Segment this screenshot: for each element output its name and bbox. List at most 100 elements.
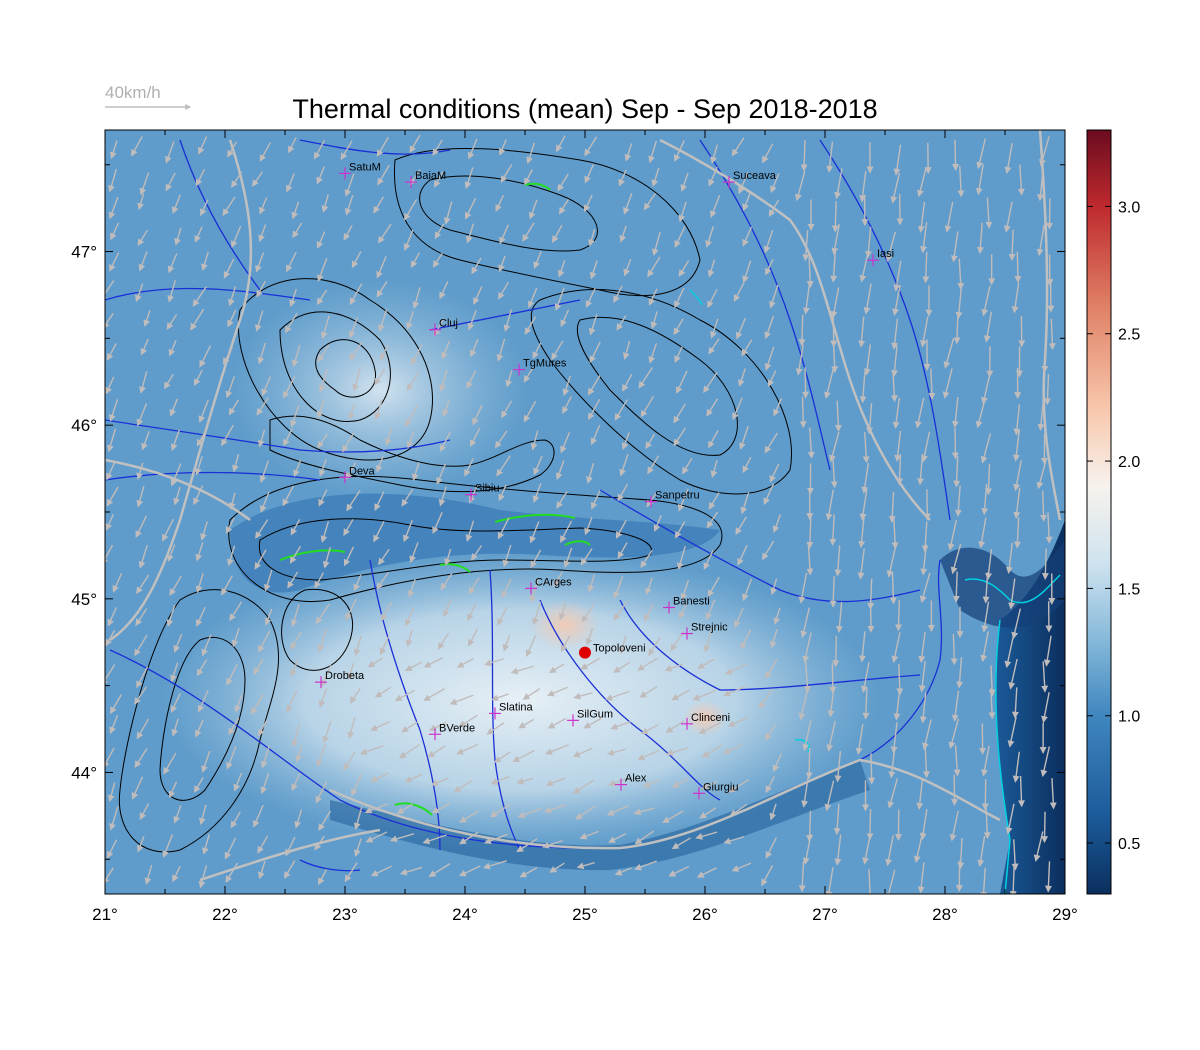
wind-arrow xyxy=(459,831,479,845)
wind-arrow xyxy=(263,569,273,592)
wind-arrow xyxy=(928,368,936,400)
wind-arrow xyxy=(886,546,897,578)
wind-arrow xyxy=(232,453,240,473)
wind-arrow xyxy=(893,689,901,721)
wind-arrow xyxy=(795,170,806,202)
topoloveni-label: Topoloveni xyxy=(593,643,646,655)
city-label: Slatina xyxy=(499,701,534,713)
wind-arrow xyxy=(913,832,924,864)
wind-arrow xyxy=(834,168,843,200)
wind-arrow xyxy=(824,368,835,400)
wind-arrow xyxy=(1043,635,1052,667)
wind-arrow xyxy=(136,836,145,853)
wind-arrow xyxy=(317,628,327,653)
wind-arrow xyxy=(985,463,993,496)
wind-arrow xyxy=(317,433,328,449)
wind-arrow xyxy=(345,462,357,480)
wind-arrow xyxy=(342,432,355,453)
wind-arrow xyxy=(170,662,179,683)
wind-arrow xyxy=(888,747,896,779)
wind-arrow xyxy=(545,777,566,787)
wind-arrow xyxy=(168,781,178,799)
wind-arrow xyxy=(862,833,871,865)
wind-arrow xyxy=(423,656,443,668)
wind-arrow xyxy=(496,338,506,362)
wind-arrow xyxy=(861,462,870,494)
wind-arrow xyxy=(227,545,236,567)
wind-arrow xyxy=(682,457,693,475)
wind-arrow xyxy=(633,807,655,816)
wind-arrow xyxy=(742,456,752,474)
wind-arrow xyxy=(1013,404,1021,436)
wind-arrow xyxy=(572,779,595,794)
wind-arrow xyxy=(110,694,122,715)
wind-arrow xyxy=(196,659,208,677)
wind-arrow xyxy=(251,171,264,187)
wind-arrow xyxy=(680,172,689,192)
wind-arrow xyxy=(1005,542,1013,574)
wind-arrow xyxy=(438,486,447,507)
lon-tick-label: 24° xyxy=(452,905,478,924)
wind-arrow xyxy=(1049,778,1057,810)
wind-arrow xyxy=(401,721,419,733)
wind-arrow xyxy=(709,194,721,218)
wind-arrow xyxy=(110,222,120,241)
wind-arrow xyxy=(547,717,567,729)
wind-arrow xyxy=(558,603,566,621)
wind-arrow xyxy=(562,396,572,414)
wind-arrow xyxy=(484,658,504,667)
wind-arrow xyxy=(805,748,813,780)
colorbar-tick-label: 0.5 xyxy=(1118,836,1140,853)
wind-arrow xyxy=(444,548,452,566)
wind-arrow xyxy=(859,489,868,521)
wind-arrow xyxy=(322,546,331,569)
wind-arrow xyxy=(891,632,901,663)
wind-arrow xyxy=(742,260,752,284)
wind-arrow xyxy=(532,483,542,503)
city-marker: CArges xyxy=(525,576,572,595)
city-marker: Strejnic xyxy=(681,622,728,640)
wind-arrow xyxy=(1011,839,1019,871)
wind-arrow xyxy=(725,663,748,675)
wind-arrow xyxy=(443,598,452,618)
wind-arrow xyxy=(552,224,563,243)
wind-arrow xyxy=(498,255,506,273)
wind-arrow xyxy=(680,579,690,601)
wind-arrow xyxy=(320,315,330,340)
wind-arrow xyxy=(134,634,148,657)
wind-arrow xyxy=(353,838,362,857)
wind-arrow xyxy=(801,776,809,808)
wind-arrow xyxy=(196,426,209,447)
wind-arrow xyxy=(136,485,145,508)
wind-arrow xyxy=(707,259,716,278)
wind-arrow xyxy=(469,339,479,358)
wind-arrow xyxy=(440,572,453,591)
wind-arrow xyxy=(673,403,686,424)
wind-arrow xyxy=(737,544,748,566)
wind-arrow xyxy=(560,520,573,543)
wind-arrow xyxy=(590,424,601,446)
wind-arrow xyxy=(614,399,628,421)
wind-arrow xyxy=(285,173,295,193)
wind-arrow xyxy=(410,252,421,269)
wind-arrow xyxy=(584,516,593,536)
wind-arrow xyxy=(710,460,718,478)
wind-arrow xyxy=(494,430,508,449)
wind-arrow xyxy=(674,226,686,248)
wind-arrow xyxy=(951,690,960,722)
wind-arrow xyxy=(798,860,806,893)
wind-arrow xyxy=(411,344,423,366)
wind-arrow xyxy=(949,810,959,842)
wind-arrow xyxy=(737,368,747,387)
city-label: SilGum xyxy=(577,708,613,720)
wind-arrow xyxy=(572,747,593,758)
wind-arrow xyxy=(370,772,389,782)
wind-arrow xyxy=(863,283,872,315)
wind-arrow xyxy=(920,316,929,348)
wind-arrow xyxy=(1039,136,1050,167)
wind-arrow xyxy=(529,579,539,603)
wind-arrow xyxy=(518,718,535,729)
wind-arrow xyxy=(348,317,359,339)
wind-arrow xyxy=(802,632,812,664)
wind-arrow xyxy=(144,864,153,885)
